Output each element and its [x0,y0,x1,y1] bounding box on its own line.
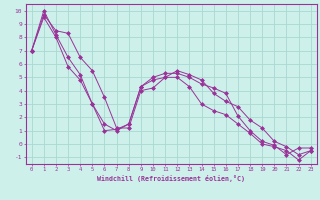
X-axis label: Windchill (Refroidissement éolien,°C): Windchill (Refroidissement éolien,°C) [97,175,245,182]
